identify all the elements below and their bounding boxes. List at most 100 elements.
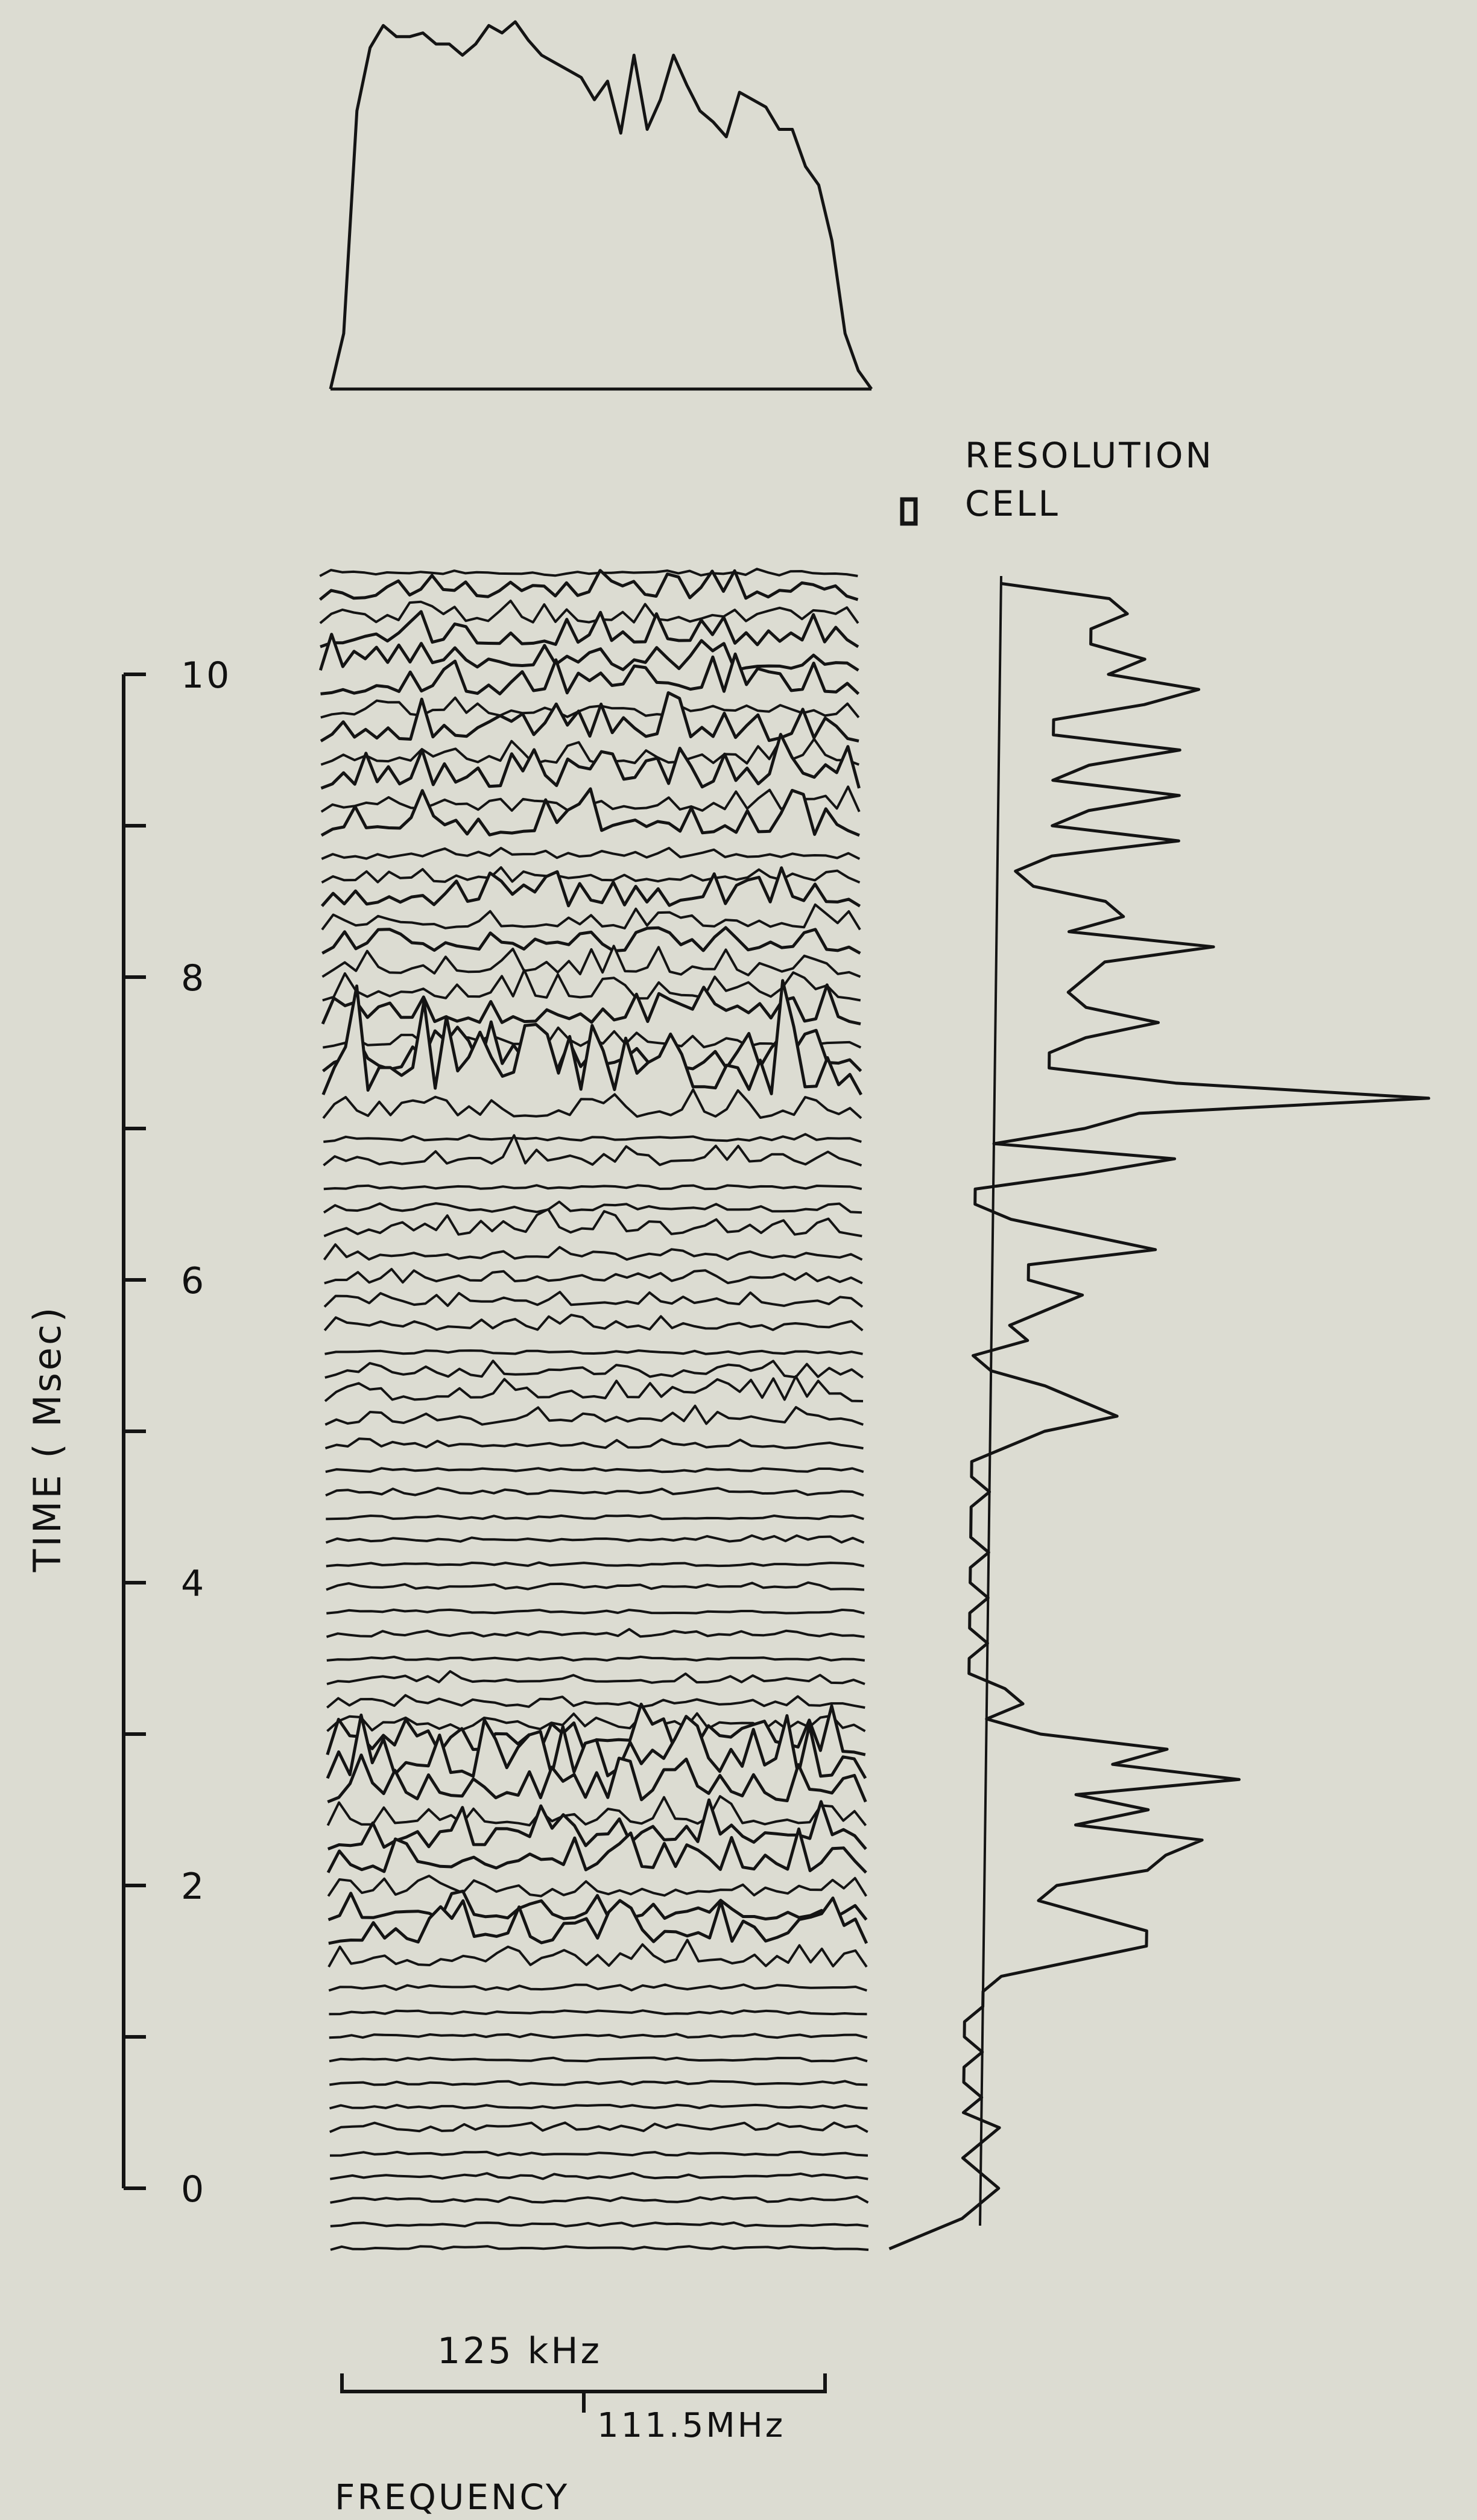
spectrum-trace-mask bbox=[323, 1185, 862, 1211]
spectrum-trace bbox=[329, 2172, 868, 2180]
time-axis-tick-label: 10 bbox=[181, 654, 232, 697]
spectrum-trace-mask bbox=[323, 1089, 861, 1140]
spectrum-trace bbox=[319, 568, 858, 577]
time-profile-line bbox=[888, 581, 1431, 2250]
spectrum-trace bbox=[323, 1134, 862, 1167]
spectrum-trace bbox=[329, 2150, 868, 2157]
spectrum-trace bbox=[320, 733, 861, 790]
spectrum-trace-mask bbox=[327, 1695, 865, 1729]
spectrum-trace bbox=[321, 847, 861, 860]
spectrum-trace bbox=[326, 1712, 866, 1732]
spectrum-trace bbox=[323, 1314, 864, 1332]
spectrum-trace-mask bbox=[326, 1609, 865, 1635]
spectrum-trace bbox=[323, 1291, 864, 1308]
spectrum-trace bbox=[329, 2103, 868, 2110]
spectrum-trace-mask bbox=[326, 1582, 864, 1611]
spectrum-trace-mask bbox=[326, 1515, 864, 1540]
spectrum-trace bbox=[327, 1753, 867, 1803]
spectrum-trace-mask bbox=[324, 1315, 863, 1352]
spectrum-trace bbox=[327, 1798, 867, 1850]
spectrum-trace-mask bbox=[325, 1405, 864, 1446]
spectrum-trace bbox=[324, 1268, 863, 1285]
spectrum-trace-mask bbox=[323, 1135, 862, 1187]
spectrum-trace-mask bbox=[325, 1376, 863, 1423]
spectrum-trace-mask bbox=[329, 2057, 867, 2083]
spectrum-trace-mask bbox=[324, 1209, 862, 1258]
spectrum-trace bbox=[319, 600, 859, 624]
frequency-bandwidth-label: 125 kHz bbox=[437, 2330, 602, 2372]
spectrum-trace-mask bbox=[325, 1468, 864, 1493]
spectrum-trace bbox=[327, 1939, 868, 1968]
spectrum-trace-mask bbox=[328, 1898, 867, 1965]
spectrum-trace bbox=[325, 1534, 865, 1544]
spectrum-trace bbox=[321, 979, 862, 1096]
spectrum-trace-mask bbox=[329, 2034, 867, 2059]
time-axis: 0 2 4 6 8 10 TIME ( Msec) bbox=[25, 654, 232, 2211]
spectrum-trace-mask bbox=[330, 2151, 868, 2177]
spectrum-trace bbox=[321, 945, 861, 978]
spectrum-trace bbox=[329, 2009, 867, 2016]
time-axis-tick-label: 8 bbox=[181, 957, 206, 999]
spectrum-trace bbox=[320, 866, 861, 908]
spectrum-trace bbox=[326, 1514, 864, 1521]
spectrum-trace-mask bbox=[323, 980, 861, 1116]
spectrum-trace bbox=[322, 1088, 862, 1119]
spectrum-trace-mask bbox=[329, 1984, 867, 2012]
time-profile bbox=[888, 575, 1431, 2250]
spectrum-trace bbox=[324, 1437, 864, 1450]
spectrum-trace-mask bbox=[328, 1829, 866, 1894]
spectrum-trace-mask bbox=[321, 734, 859, 809]
spectrum-trace-mask bbox=[327, 1671, 865, 1706]
spectrum-trace bbox=[320, 696, 860, 719]
spectrum-trace bbox=[325, 1467, 864, 1474]
resolution-label-line2: CELL bbox=[965, 483, 1060, 524]
time-axis-tick-label: 4 bbox=[181, 1563, 206, 1605]
frequency-axis-label: FREQUENCY bbox=[335, 2477, 569, 2518]
spectrum-trace-mask bbox=[330, 2196, 868, 2224]
spectrum-trace bbox=[323, 1200, 862, 1214]
spectrum-trace bbox=[330, 2195, 869, 2204]
time-axis-tick-label: 2 bbox=[181, 1866, 206, 1908]
spectrum-trace-mask bbox=[324, 1244, 862, 1281]
spectrum-trace bbox=[323, 1243, 863, 1261]
spectrum-trace bbox=[324, 1360, 864, 1379]
spectrum-trace-mask bbox=[326, 1629, 865, 1658]
spectrum-trace-mask bbox=[331, 2246, 868, 2271]
spectrum-trace bbox=[326, 1670, 865, 1685]
spectrum-trace bbox=[321, 866, 861, 884]
spectrum-trace bbox=[326, 1827, 867, 1874]
spectrum-trace bbox=[326, 1694, 865, 1709]
frequency-center-label: 111.5MHz bbox=[597, 2406, 785, 2445]
spectrum-profile bbox=[329, 20, 873, 391]
spectrum-trace bbox=[318, 569, 859, 601]
spectrum-trace bbox=[326, 1561, 865, 1568]
spectrum-trace-mask bbox=[327, 1715, 865, 1800]
spectrum-trace-mask bbox=[329, 2010, 867, 2036]
spectrum-trace-mask bbox=[321, 788, 859, 857]
spectrum-trace bbox=[320, 738, 860, 766]
spectrum-trace-mask bbox=[324, 1292, 862, 1328]
time-axis-tick-labels: 0 2 4 6 8 10 bbox=[181, 654, 232, 2211]
time-axis-tick-label: 6 bbox=[181, 1260, 206, 1302]
spectrum-trace bbox=[321, 983, 861, 1026]
spectrum-trace bbox=[330, 2221, 869, 2227]
spectrum-trace bbox=[329, 2033, 868, 2039]
resolution-cell-marker bbox=[900, 497, 918, 526]
spectrum-trace bbox=[324, 1349, 863, 1355]
spectrum-trace bbox=[323, 1208, 862, 1238]
spectrum-trace bbox=[329, 2121, 868, 2133]
time-profile-baseline bbox=[979, 575, 1002, 2226]
resolution-label-line1: RESOLUTION bbox=[965, 435, 1214, 476]
spectrum-profile-line bbox=[329, 20, 873, 390]
spectrum-trace bbox=[326, 1714, 867, 1779]
stacked-spectra-traces bbox=[318, 568, 869, 2271]
spectrum-trace bbox=[321, 903, 861, 931]
spectrum-trace bbox=[327, 1875, 867, 1898]
spectrum-trace bbox=[324, 1375, 864, 1402]
spectrum-trace bbox=[326, 1628, 865, 1638]
spectrum-trace bbox=[328, 1983, 867, 1992]
spectrum-trace bbox=[326, 1608, 865, 1615]
spectrum-trace bbox=[323, 1184, 862, 1191]
spectrum-trace-mask bbox=[330, 2223, 868, 2248]
